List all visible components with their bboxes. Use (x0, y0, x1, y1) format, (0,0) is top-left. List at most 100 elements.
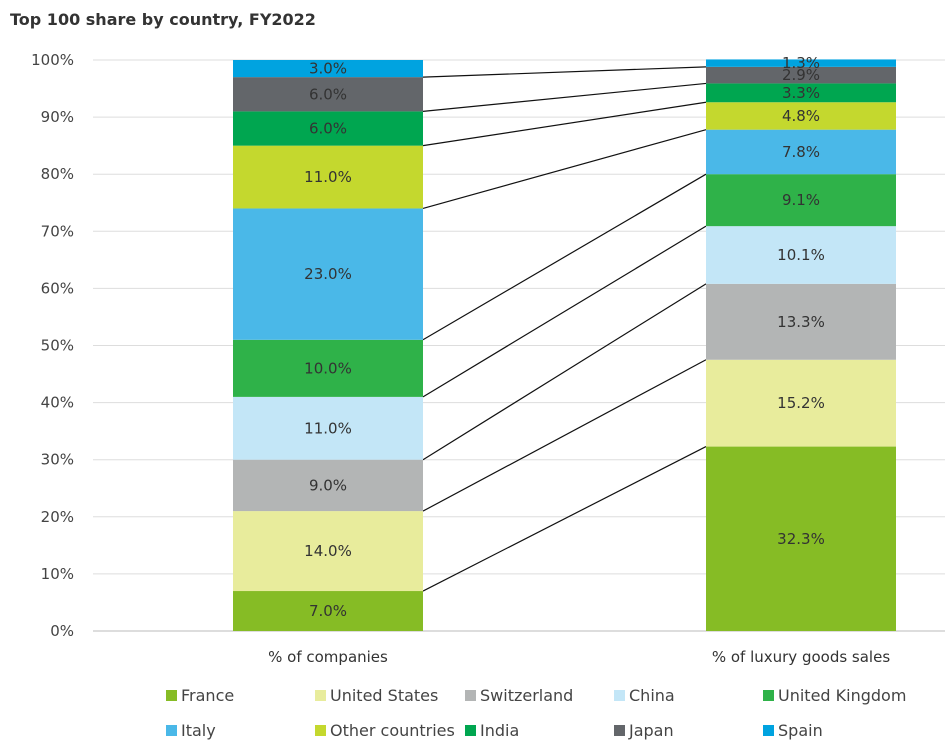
legend-label: Other countries (330, 721, 455, 740)
y-tick-label: 0% (50, 622, 74, 640)
category-label: % of companies (268, 648, 388, 666)
data-label: 11.0% (304, 419, 352, 437)
legend-item: Italy (166, 721, 216, 740)
legend-swatch (166, 725, 177, 736)
legend-item: Switzerland (465, 686, 573, 705)
data-label: 6.0% (309, 85, 347, 103)
legend-item: United Kingdom (763, 686, 906, 705)
connector-line (422, 225, 707, 398)
legend: France United States Switzerland China Unite… (0, 680, 945, 750)
data-label: 4.8% (782, 107, 820, 125)
legend-label: Japan (629, 721, 674, 740)
y-axis-ticks: 0% 10% 20% 30% 40% 50% 60% 70% 80% 90% 100% (31, 51, 74, 640)
bars (233, 59, 896, 631)
data-label: 10.1% (777, 246, 825, 264)
data-label: 10.0% (304, 359, 352, 377)
data-label: 7.8% (782, 143, 820, 161)
category-labels: % of companies % of luxury goods sales (268, 648, 890, 666)
legend-swatch (614, 725, 625, 736)
bar-segment (706, 283, 896, 360)
data-label: 14.0% (304, 542, 352, 560)
bar-segment (233, 339, 423, 397)
connector-line (422, 82, 707, 112)
legend-label: Spain (778, 721, 823, 740)
bar-segment (706, 83, 896, 103)
bar-segment (706, 226, 896, 284)
legend-label: United Kingdom (778, 686, 907, 705)
bar-segment (233, 208, 423, 340)
data-label: 3.3% (782, 84, 820, 102)
legend-label: France (181, 686, 235, 705)
connector-line (422, 66, 707, 78)
legend-item: United States (315, 686, 438, 705)
data-label: 2.9% (782, 66, 820, 84)
bar-segment (233, 145, 423, 209)
data-label: 23.0% (304, 265, 352, 283)
legend-label: China (629, 686, 675, 705)
segment-labels: 7.0% 14.0% 9.0% 11.0% 10.0% 23.0% 11.0% 6.0% 6.0… (304, 54, 825, 620)
y-tick-label: 80% (41, 165, 74, 183)
y-tick-label: 50% (41, 337, 74, 355)
bar-segment (233, 459, 423, 512)
y-tick-label: 60% (41, 279, 74, 297)
y-tick-label: 90% (41, 108, 74, 126)
legend-swatch (315, 690, 326, 701)
legend-item: Other countries (315, 721, 455, 740)
legend-swatch (763, 690, 774, 701)
data-label: 1.3% (782, 54, 820, 72)
chart-title: Top 100 share by country, FY2022 (10, 10, 316, 29)
bar-segment (706, 129, 896, 175)
legend-item: India (465, 721, 519, 740)
bar-segment (233, 111, 423, 146)
y-tick-label: 10% (41, 565, 74, 583)
connector-line (422, 101, 707, 147)
data-label: 13.3% (777, 313, 825, 331)
legend-item: Spain (763, 721, 823, 740)
data-label: 11.0% (304, 168, 352, 186)
bar-segment (706, 59, 896, 67)
y-tick-label: 30% (41, 451, 74, 469)
legend-swatch (166, 690, 177, 701)
data-label: 9.0% (309, 476, 347, 494)
connector-line (422, 283, 707, 461)
data-label: 9.1% (782, 191, 820, 209)
bar-segment (233, 60, 423, 78)
connector-line (422, 173, 707, 341)
y-tick-label: 100% (31, 51, 74, 69)
data-label: 15.2% (777, 394, 825, 412)
legend-item: Japan (614, 721, 674, 740)
y-tick-label: 70% (41, 222, 74, 240)
legend-swatch (465, 725, 476, 736)
bar-segment (233, 396, 423, 460)
legend-swatch (315, 725, 326, 736)
data-label: 7.0% (309, 602, 347, 620)
bar-segment (233, 77, 423, 112)
legend-label: India (480, 721, 520, 740)
legend-label: Switzerland (480, 686, 574, 705)
bar-segment (706, 174, 896, 227)
data-label: 6.0% (309, 120, 347, 138)
legend-item: France (166, 686, 234, 705)
legend-item: China (614, 686, 675, 705)
bar-segment (706, 102, 896, 130)
connector-line (422, 359, 707, 512)
y-tick-label: 20% (41, 508, 74, 526)
legend-label: United States (330, 686, 439, 705)
legend-label: Italy (181, 721, 216, 740)
data-label: 32.3% (777, 530, 825, 548)
stacked-bar-chart: 0% 10% 20% 30% 40% 50% 60% 70% 80% 90% 100% 7.0% 14… (31, 51, 945, 666)
bar-segment (706, 446, 896, 631)
data-label: 3.0% (309, 60, 347, 78)
category-label: % of luxury goods sales (712, 648, 891, 666)
connector-line (422, 446, 707, 592)
connector-lines (422, 66, 707, 592)
bar-segment (706, 359, 896, 447)
y-tick-label: 40% (41, 394, 74, 412)
legend-swatch (614, 690, 625, 701)
legend-swatch (763, 725, 774, 736)
bar-segment (233, 511, 423, 592)
legend-swatch (465, 690, 476, 701)
bar-segment (706, 66, 896, 84)
bar-segment (233, 591, 423, 631)
connector-line (422, 129, 707, 210)
